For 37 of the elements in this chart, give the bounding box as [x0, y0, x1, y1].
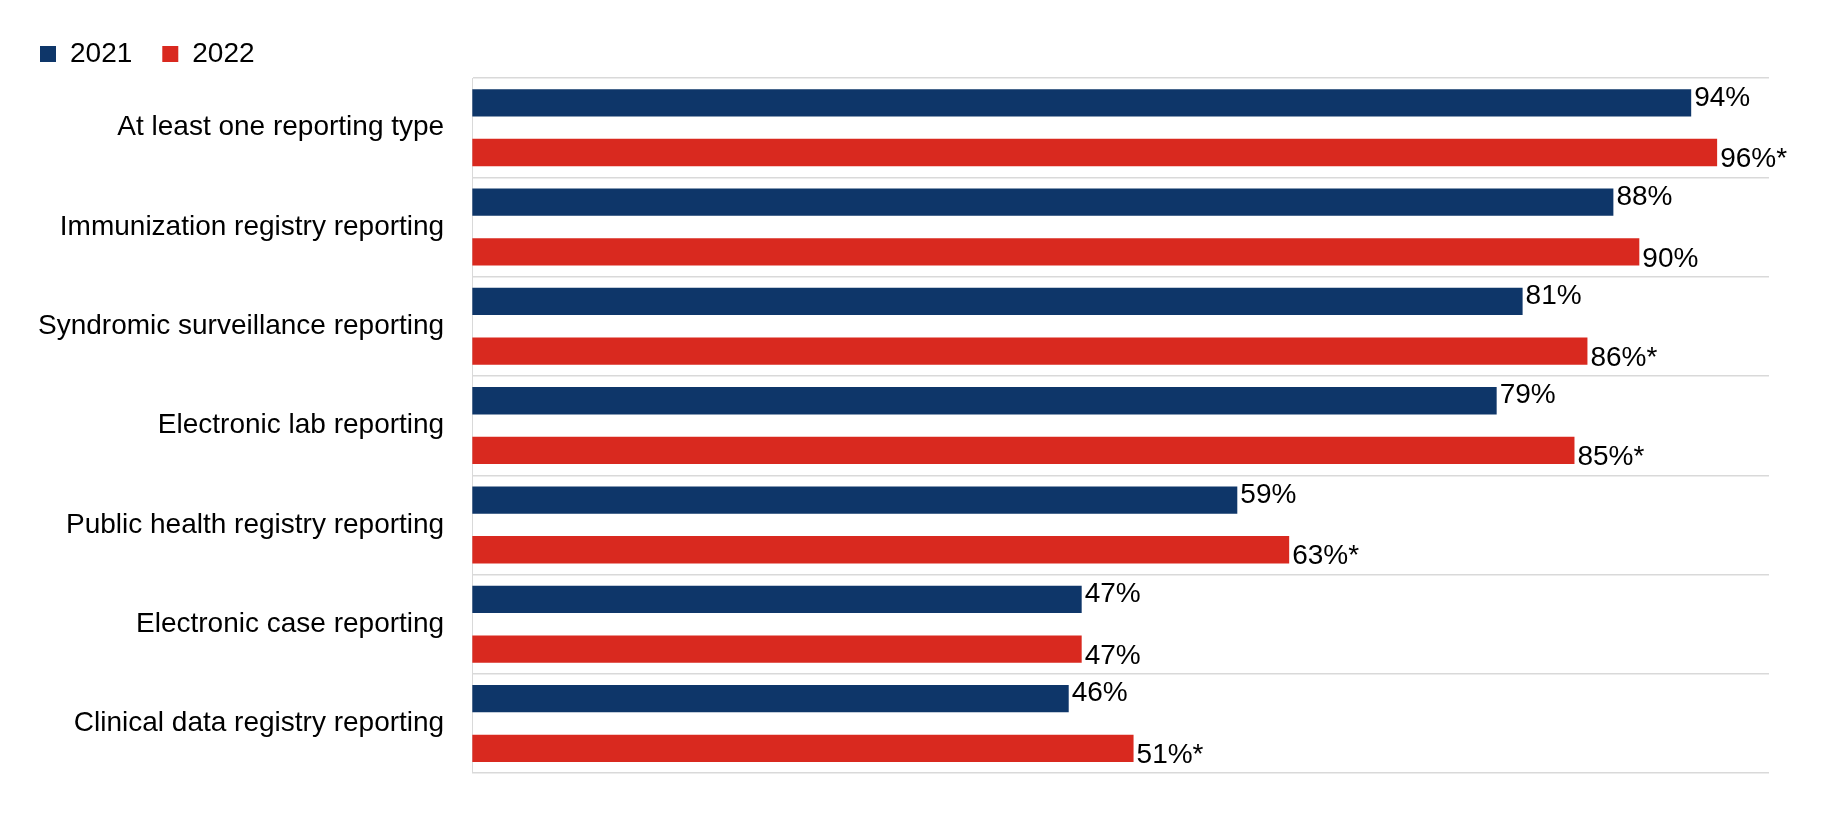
data-label: 86%*	[1590, 340, 1658, 372]
data-label: 85%*	[1577, 440, 1645, 472]
y-tick-label: Clinical data registry reporting	[73, 706, 445, 738]
bar	[472, 238, 1640, 266]
y-tick-label: Public health registry reporting	[65, 507, 445, 539]
data-label: 59%	[1240, 477, 1297, 509]
y-tick-label: Immunization registry reporting	[59, 209, 445, 241]
bar	[472, 635, 1082, 663]
data-label: 63%*	[1292, 539, 1360, 571]
bar	[472, 337, 1588, 365]
data-label: 51%*	[1136, 738, 1204, 770]
bar	[472, 387, 1497, 415]
data-label: 96%*	[1720, 142, 1788, 174]
bar	[472, 89, 1692, 117]
bar	[472, 138, 1718, 167]
y-tick-label: Electronic lab reporting	[157, 408, 445, 440]
data-label: 47%	[1084, 638, 1141, 670]
bar	[472, 685, 1069, 713]
data-label: 81%	[1525, 279, 1582, 311]
data-label: 47%	[1084, 577, 1141, 609]
bar	[472, 536, 1290, 564]
y-tick-label: Syndromic surveillance reporting	[37, 309, 445, 340]
data-label: 79%	[1499, 378, 1556, 410]
data-label: 46%	[1071, 676, 1128, 708]
y-tick-label: Electronic case reporting	[136, 606, 445, 638]
bar	[472, 287, 1523, 316]
bar	[472, 188, 1614, 216]
data-label: 94%	[1694, 80, 1751, 112]
legend-label: 2022	[192, 36, 255, 68]
data-label: 90%	[1642, 241, 1699, 273]
y-tick-label: At least one reporting type	[117, 110, 445, 142]
legend-label: 2021	[70, 36, 133, 68]
bar	[472, 734, 1134, 763]
bar	[472, 585, 1082, 614]
bar	[472, 436, 1575, 465]
bar	[472, 486, 1238, 514]
data-label: 88%	[1616, 179, 1673, 211]
